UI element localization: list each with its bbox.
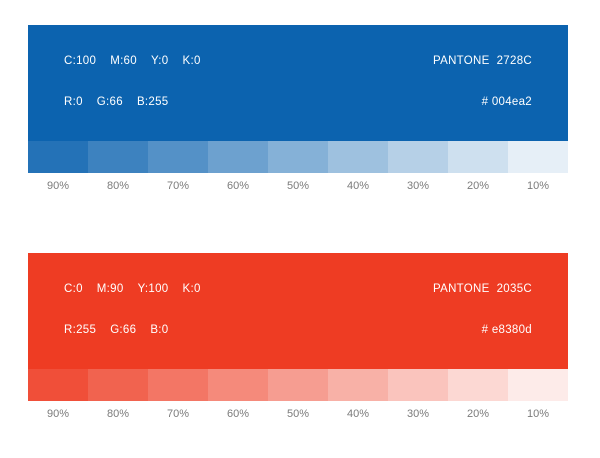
tint-percent-label: 10% [526, 408, 550, 420]
tint-bar-blue [28, 141, 568, 173]
tint-segment-30 [388, 141, 448, 173]
cmyk-values: C:100 M:60 Y:0 K:0 [64, 54, 201, 68]
rgb-value: B:255 [136, 96, 169, 108]
tint-percent-label: 70% [166, 180, 190, 192]
cmyk-line: C:100 M:60 Y:0 K:0 PANTONE 2728C [28, 54, 568, 68]
cmyk-line: C:0 M:90 Y:100 K:0 PANTONE 2035C [28, 282, 568, 296]
pantone-name: PANTONE 2035C [432, 283, 532, 295]
color-block-blue: C:100 M:60 Y:0 K:0 PANTONE 2728C R:0 G:66 B:2… [28, 25, 568, 141]
tint-labels-red: 90% 80% 70% 60% 50% 40% 30% 20% 10% [28, 408, 568, 421]
tint-segment-60 [208, 369, 268, 401]
tint-percent-label: 40% [346, 408, 370, 420]
tint-segment-40 [328, 369, 388, 401]
cmyk-value: K:0 [182, 55, 201, 67]
pantone-name: PANTONE 2728C [432, 55, 532, 67]
tint-segment-20 [448, 369, 508, 401]
hex-code: # e8380d [481, 324, 532, 336]
tint-segment-40 [328, 141, 388, 173]
tint-percent-label: 30% [406, 408, 430, 420]
tint-segment-10 [508, 369, 568, 401]
tint-segment-60 [208, 141, 268, 173]
rgb-value: G:66 [96, 96, 123, 108]
tint-segment-30 [388, 369, 448, 401]
tint-segment-50 [268, 369, 328, 401]
tint-segment-10 [508, 141, 568, 173]
tint-segment-70 [148, 369, 208, 401]
swatch-red: C:0 M:90 Y:100 K:0 PANTONE 2035C R:255 G:66 B… [28, 193, 568, 421]
tint-segment-20 [448, 141, 508, 173]
rgb-value: B:0 [150, 324, 169, 336]
tint-percent-label: 10% [526, 180, 550, 192]
rgb-values: R:0 G:66 B:255 [64, 95, 169, 109]
tint-segment-80 [88, 369, 148, 401]
cmyk-value: C:100 [64, 55, 97, 67]
tint-segment-70 [148, 141, 208, 173]
tint-percent-label: 20% [466, 408, 490, 420]
tint-segment-90 [28, 369, 88, 401]
color-block-red: C:0 M:90 Y:100 K:0 PANTONE 2035C R:255 G:66 B… [28, 253, 568, 369]
tint-percent-label: 70% [166, 408, 190, 420]
tint-segment-90 [28, 141, 88, 173]
tint-percent-label: 80% [106, 180, 130, 192]
tint-labels-blue: 90% 80% 70% 60% 50% 40% 30% 20% 10% [28, 180, 568, 193]
tint-percent-label: 80% [106, 408, 130, 420]
tint-percent-label: 90% [46, 408, 70, 420]
rgb-line: R:255 G:66 B:0 # e8380d [28, 323, 568, 337]
cmyk-value: Y:100 [137, 283, 169, 295]
rgb-value: R:0 [64, 96, 83, 108]
swatch-blue: C:100 M:60 Y:0 K:0 PANTONE 2728C R:0 G:66 B:2… [28, 0, 568, 193]
rgb-values: R:255 G:66 B:0 [64, 323, 169, 337]
tint-percent-label: 50% [286, 408, 310, 420]
cmyk-value: C:0 [64, 283, 83, 295]
tint-bar-red [28, 369, 568, 401]
cmyk-value: M:90 [96, 283, 124, 295]
rgb-line: R:0 G:66 B:255 # 004ea2 [28, 95, 568, 109]
tint-percent-label: 60% [226, 408, 250, 420]
tint-percent-label: 90% [46, 180, 70, 192]
tint-segment-50 [268, 141, 328, 173]
tint-percent-label: 40% [346, 180, 370, 192]
tint-percent-label: 50% [286, 180, 310, 192]
rgb-value: R:255 [64, 324, 97, 336]
cmyk-values: C:0 M:90 Y:100 K:0 [64, 282, 201, 296]
tint-percent-label: 60% [226, 180, 250, 192]
tint-segment-80 [88, 141, 148, 173]
rgb-value: G:66 [110, 324, 137, 336]
cmyk-value: Y:0 [150, 55, 169, 67]
hex-code: # 004ea2 [481, 96, 532, 108]
tint-percent-label: 30% [406, 180, 430, 192]
cmyk-value: K:0 [182, 283, 201, 295]
cmyk-value: M:60 [110, 55, 137, 67]
tint-percent-label: 20% [466, 180, 490, 192]
